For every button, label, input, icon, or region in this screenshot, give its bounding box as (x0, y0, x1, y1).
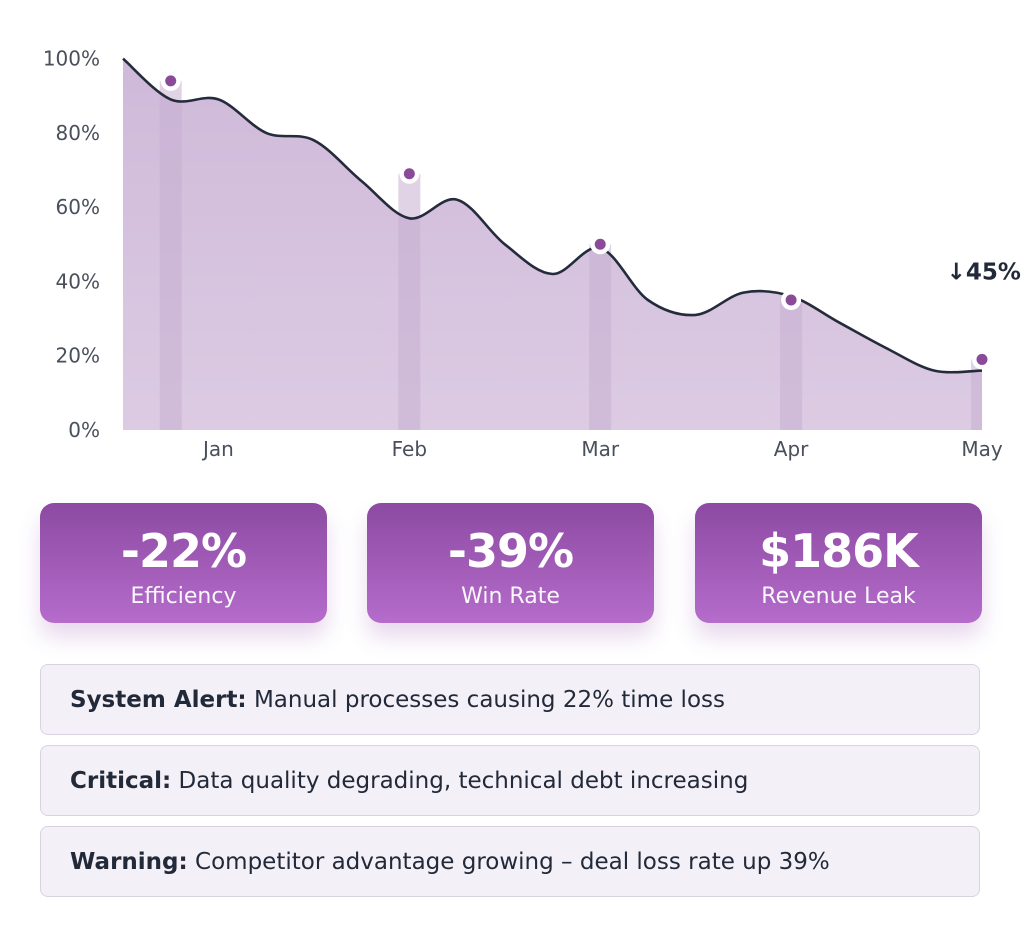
data-point-dot (594, 238, 606, 250)
win-rate-card: -39% Win Rate (367, 503, 654, 623)
y-tick-label: 100% (43, 47, 100, 71)
x-tick-label: Feb (392, 437, 427, 461)
warning-alert-text: Competitor advantage growing – deal loss… (187, 848, 830, 875)
x-tick-label: Mar (581, 437, 620, 461)
system-alert: System Alert: Manual processes causing 2… (40, 664, 980, 735)
metrics-row: -22% Efficiency -39% Win Rate $186K Reve… (40, 503, 982, 623)
data-point-dot (165, 75, 177, 87)
revenue-leak-label: Revenue Leak (761, 584, 916, 609)
y-tick-label: 60% (56, 195, 100, 219)
critical-alert: Critical: Data quality degrading, techni… (40, 745, 980, 816)
data-point-dot (403, 168, 415, 180)
win-rate-label: Win Rate (461, 584, 560, 609)
data-point-dot (976, 353, 988, 365)
revenue-leak-card: $186K Revenue Leak (695, 503, 982, 623)
revenue-decline-chart: 0% 20% 40% 60% 80% 100% Jan Feb Mar Apr May ↓45% (43, 47, 1021, 461)
marker-bar (398, 173, 421, 430)
critical-alert-text: Data quality degrading, technical debt i… (171, 767, 749, 794)
efficiency-value: -22% (120, 524, 247, 578)
y-tick-label: 0% (68, 418, 100, 442)
x-tick-label: Jan (201, 437, 234, 461)
system-alert-title: System Alert: (70, 686, 247, 713)
area-fill (123, 58, 982, 430)
marker-bar (159, 80, 182, 430)
marker-bar (589, 244, 612, 430)
marker-bar (971, 359, 982, 430)
decline-annotation: ↓45% (947, 259, 1021, 285)
series-line (122, 57, 983, 374)
system-alert-text: Manual processes causing 22% time loss (246, 686, 725, 713)
revenue-leak-value: $186K (759, 524, 919, 578)
plot-area: ↓45% (122, 57, 1021, 430)
data-point (160, 70, 181, 91)
y-axis: 0% 20% 40% 60% 80% 100% (43, 47, 100, 442)
data-point (972, 349, 992, 370)
y-tick-label: 20% (56, 344, 100, 368)
x-tick-label: May (961, 437, 1003, 461)
warning-alert: Warning: Competitor advantage growing – … (40, 826, 980, 897)
critical-alert-title: Critical: (70, 767, 172, 794)
x-tick-label: Apr (774, 437, 809, 461)
marker-bar (780, 300, 803, 430)
warning-alert-title: Warning: (70, 848, 188, 875)
efficiency-label: Efficiency (130, 584, 237, 609)
y-tick-label: 80% (56, 121, 100, 145)
x-axis: Jan Feb Mar Apr May (201, 437, 1003, 461)
efficiency-card: -22% Efficiency (40, 503, 327, 623)
data-point (781, 290, 802, 310)
win-rate-value: -39% (447, 524, 574, 578)
y-tick-label: 40% (56, 269, 100, 293)
data-point-dot (785, 294, 797, 306)
data-point (399, 163, 420, 184)
data-point (590, 234, 611, 255)
